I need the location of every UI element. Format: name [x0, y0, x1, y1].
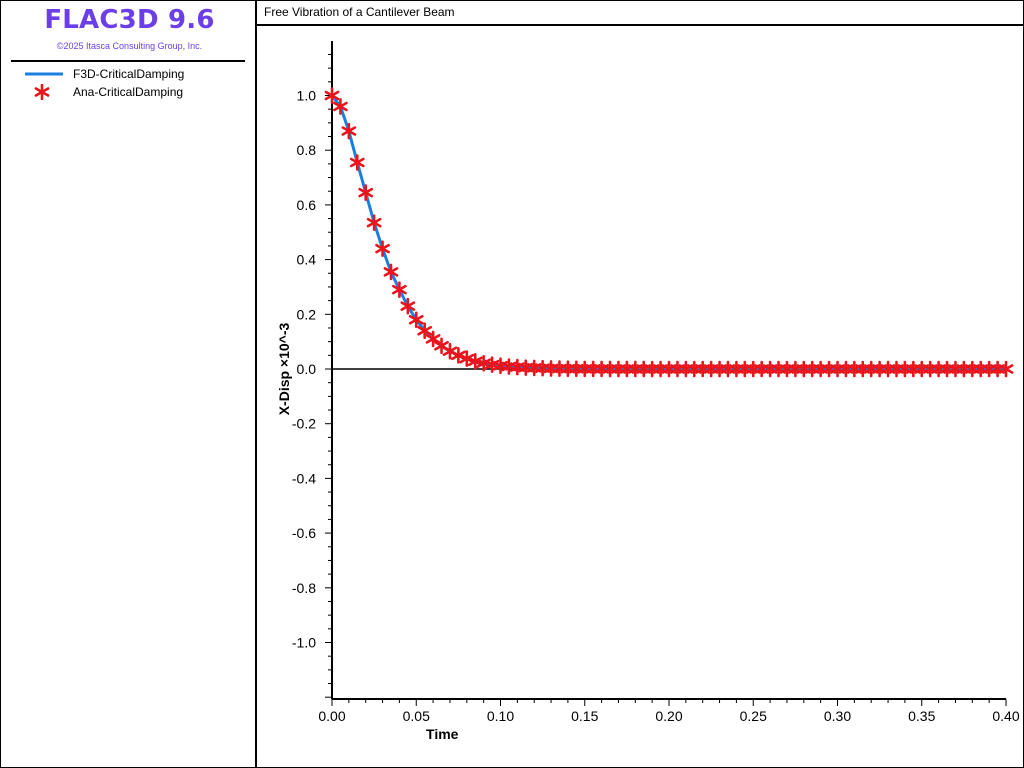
y-tick-label: -0.8	[292, 580, 316, 596]
legend-label: Ana-CriticalDamping	[73, 85, 184, 99]
data-point-marker	[451, 347, 466, 364]
series-group	[324, 87, 1014, 378]
data-point-marker	[408, 311, 424, 329]
y-tick-label: 0.0	[297, 361, 317, 377]
data-point-marker	[358, 184, 374, 201]
copyright-text: ©2025 Itasca Consulting Group, Inc.	[56, 41, 203, 51]
y-tick-label: 1.0	[297, 88, 317, 104]
plot-title: Free Vibration of a Cantilever Beam	[264, 5, 455, 19]
data-point-marker	[998, 360, 1014, 378]
data-point-marker	[417, 322, 433, 340]
legend-label: F3D-CriticalDamping	[73, 67, 185, 81]
x-tick-label: 0.40	[992, 708, 1019, 724]
y-tick-label: 0.4	[297, 252, 317, 268]
tick-labels-group: 1.0 0.8 0.6 0.4 0.2 0.0 -0.2 -0.4 -0.6 -0.8 -1.0 0.…	[276, 88, 1020, 743]
legend-item-ana[interactable]: Ana-CriticalDamping	[21, 84, 251, 100]
x-tick-label: 0.30	[824, 708, 851, 724]
y-tick-label: 0.6	[297, 197, 317, 213]
x-axis-title: Time	[426, 726, 459, 742]
data-point-marker	[459, 350, 475, 367]
legend-item-f3d[interactable]: F3D-CriticalDamping	[21, 66, 251, 82]
data-point-marker	[392, 281, 407, 298]
line-swatch-icon	[25, 72, 63, 76]
y-tick-label: -0.2	[292, 416, 316, 432]
data-point-marker	[425, 330, 441, 348]
x-tick-label: 0.00	[318, 708, 345, 724]
data-point-marker	[383, 263, 399, 281]
x-tick-label: 0.15	[571, 708, 598, 724]
app-title: FLAC3D 9.6	[44, 5, 215, 35]
data-point-marker	[341, 122, 357, 140]
data-point-marker	[349, 154, 365, 171]
legend-divider	[11, 60, 245, 62]
y-axis-title: X-Disp ×10^-3	[276, 322, 292, 415]
data-point-marker	[442, 342, 458, 360]
chart-canvas[interactable]: 1.0 0.8 0.6 0.4 0.2 0.0 -0.2 -0.4 -0.6 -0.8 -1.0 0.…	[257, 1, 1023, 767]
y-tick-label: -0.4	[292, 470, 316, 486]
x-tick-label: 0.20	[655, 708, 682, 724]
x-tick-label: 0.05	[403, 708, 430, 724]
data-point-marker	[333, 98, 348, 115]
plot-header: Free Vibration of a Cantilever Beam	[257, 1, 1023, 26]
data-point-marker	[324, 87, 340, 104]
y-tick-label: -1.0	[292, 635, 316, 651]
plot-panel: Free Vibration of a Cantilever Beam 1.0 0…	[256, 0, 1024, 768]
legend-panel: FLAC3D 9.6 ©2025 Itasca Consulting Group…	[0, 0, 257, 768]
x-tick-label: 0.10	[487, 708, 514, 724]
data-point-marker	[467, 353, 483, 370]
series-line-f3d	[330, 94, 1006, 371]
y-tick-label: 0.8	[297, 142, 317, 158]
data-point-marker	[366, 214, 382, 231]
data-point-marker	[400, 297, 416, 315]
data-point-marker	[375, 240, 390, 257]
x-tick-label: 0.25	[740, 708, 767, 724]
asterisk-marker-icon	[34, 84, 50, 100]
y-tick-label: 0.2	[297, 306, 317, 322]
x-tick-label: 0.35	[908, 708, 935, 724]
y-tick-label: -0.6	[292, 525, 316, 541]
